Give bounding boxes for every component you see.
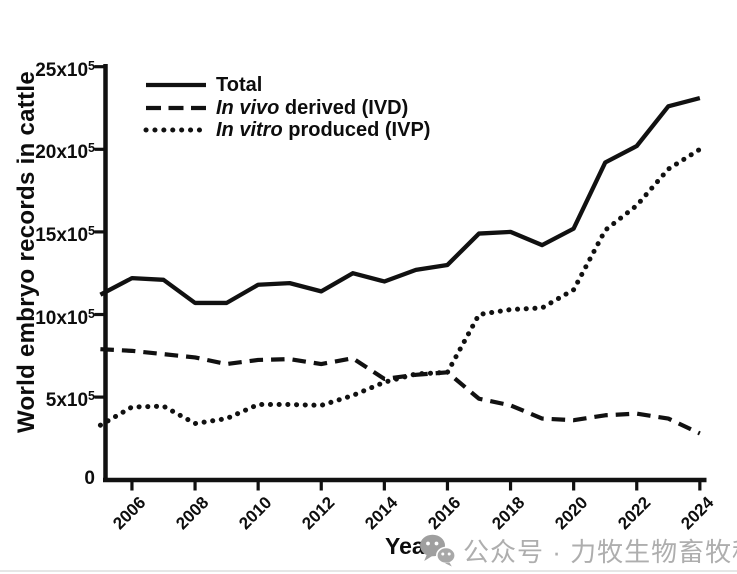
watermark: 公众号 · 力牧生物畜牧种业 [419,531,737,569]
y-tick-label: 15x105 [35,223,95,246]
y-tick-label: 20x105 [35,141,95,164]
legend-label: Total [216,74,263,96]
legend-label: In vitro produced (IVP) [216,119,431,141]
series-line-dotted [97,146,703,428]
y-tick-label: 5x105 [45,389,95,412]
series-line-dashed [100,347,701,436]
y-tick-label: 10x105 [35,306,95,329]
series-line-solid [99,96,701,306]
y-tick-label: 0 [84,467,95,489]
legend-label: In vivo derived (IVD) [216,97,409,119]
watermark-text: 公众号 · 力牧生物畜牧种业 [463,536,737,567]
y-tick-label: 25x105 [35,58,95,81]
wechat-icon [420,534,456,566]
bottom-divider [0,570,737,572]
y-axis-title: World embryo records in cattle [13,71,40,433]
